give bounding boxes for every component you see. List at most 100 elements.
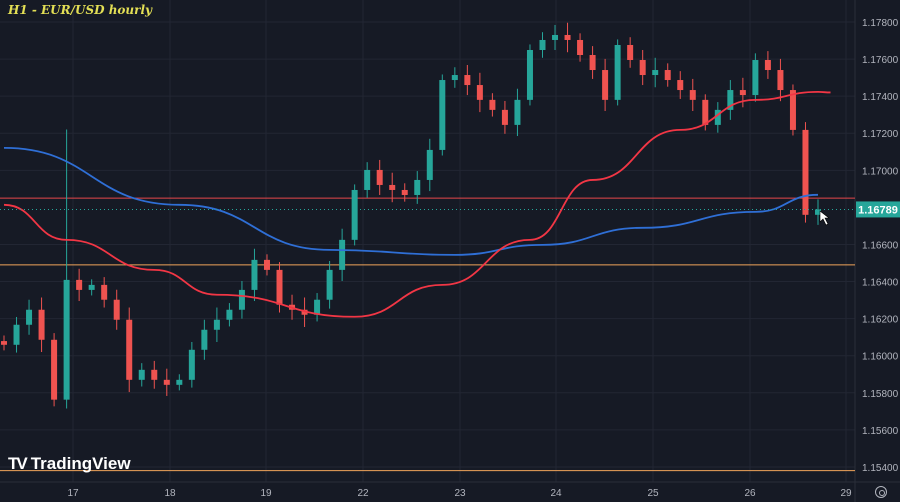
- candle: [351, 184, 358, 246]
- candle-body: [339, 239, 346, 270]
- candle: [514, 88, 521, 137]
- candle: [577, 33, 584, 62]
- candle: [614, 39, 621, 106]
- y-tick-label: 1.17600: [862, 55, 899, 66]
- candle-body: [151, 369, 158, 380]
- candle-body: [176, 379, 183, 385]
- candle-body: [201, 329, 208, 350]
- candle: [376, 159, 383, 195]
- candle-body: [376, 169, 383, 185]
- candle-body: [351, 189, 358, 240]
- candle: [789, 84, 796, 136]
- x-tick-label: 18: [164, 488, 176, 499]
- x-tick-label: 23: [454, 488, 466, 499]
- candle: [714, 102, 721, 133]
- candle-body: [251, 259, 258, 290]
- candle-body: [163, 379, 170, 385]
- x-tick-label: 17: [67, 488, 79, 499]
- candle-body: [426, 149, 433, 180]
- candle-body: [13, 324, 20, 345]
- mouse-cursor-icon: [819, 210, 830, 226]
- candle: [151, 360, 158, 389]
- candle: [163, 368, 170, 396]
- candle-body: [639, 60, 646, 76]
- last-price-label: 1.16789: [858, 204, 898, 216]
- candle: [301, 297, 308, 327]
- y-tick-label: 1.17800: [862, 18, 899, 29]
- settings-icon[interactable]: [875, 486, 887, 498]
- candle-body: [815, 209, 821, 215]
- candle-body: [88, 284, 95, 290]
- y-tick-label: 1.17000: [862, 166, 899, 177]
- candle-body: [802, 129, 809, 215]
- candle: [426, 138, 433, 192]
- tradingview-logo[interactable]: TV TradingView: [8, 454, 131, 474]
- candle-body: [702, 99, 709, 125]
- candle-body: [76, 279, 83, 290]
- candle-body: [63, 279, 70, 400]
- x-tick-label: 22: [357, 488, 369, 499]
- x-tick-label: 19: [260, 488, 272, 499]
- y-tick-label: 1.15800: [862, 389, 899, 400]
- candle: [188, 342, 195, 388]
- candle: [51, 333, 58, 407]
- candle: [451, 67, 458, 88]
- candle-body: [301, 309, 308, 315]
- candle: [815, 199, 821, 225]
- candle-body: [526, 49, 533, 100]
- candle-body: [489, 99, 496, 110]
- moving-average-line: [3, 90, 831, 318]
- candle: [38, 297, 45, 353]
- candle-body: [714, 109, 721, 125]
- candle-body: [51, 339, 58, 400]
- candle-body: [652, 70, 659, 76]
- candle: [1, 335, 7, 351]
- candle: [476, 72, 483, 113]
- candle-body: [614, 44, 621, 100]
- candle-body: [501, 109, 508, 125]
- candle-body: [451, 75, 458, 81]
- candle: [739, 77, 746, 108]
- candle: [88, 279, 95, 296]
- candle: [652, 57, 659, 88]
- candle-body: [789, 90, 796, 130]
- candle-body: [314, 299, 321, 315]
- candle-body: [138, 369, 145, 380]
- candle-body: [589, 55, 596, 71]
- candle: [238, 281, 245, 319]
- candle-body: [627, 44, 634, 61]
- candle: [602, 58, 609, 111]
- candle: [251, 248, 258, 302]
- candle: [401, 183, 408, 202]
- last-price-badge: [856, 201, 900, 218]
- candle: [364, 162, 371, 198]
- y-tick-label: 1.17400: [862, 92, 899, 103]
- candle: [263, 254, 270, 276]
- candle-body: [514, 99, 521, 125]
- candle: [501, 100, 508, 134]
- candle-body: [727, 90, 734, 110]
- candle: [627, 37, 634, 68]
- candle: [414, 171, 421, 204]
- candle-body: [113, 299, 120, 320]
- candle-body: [677, 80, 684, 91]
- candle-body: [577, 39, 584, 56]
- candle: [213, 307, 220, 343]
- candle-body: [238, 289, 245, 310]
- y-tick-label: 1.16200: [862, 315, 899, 326]
- y-tick-label: 1.16400: [862, 278, 899, 289]
- candle-body: [564, 34, 571, 40]
- candle: [552, 24, 559, 50]
- candle: [101, 277, 108, 308]
- y-tick-label: 1.15600: [862, 426, 899, 437]
- x-tick-label: 29: [840, 488, 852, 499]
- candle-body: [38, 309, 45, 340]
- y-tick-label: 1.16000: [862, 352, 899, 363]
- candle-body: [539, 39, 546, 50]
- candle: [113, 289, 120, 330]
- candle-body: [689, 90, 696, 100]
- candle: [526, 44, 533, 106]
- x-tick-label: 26: [744, 488, 756, 499]
